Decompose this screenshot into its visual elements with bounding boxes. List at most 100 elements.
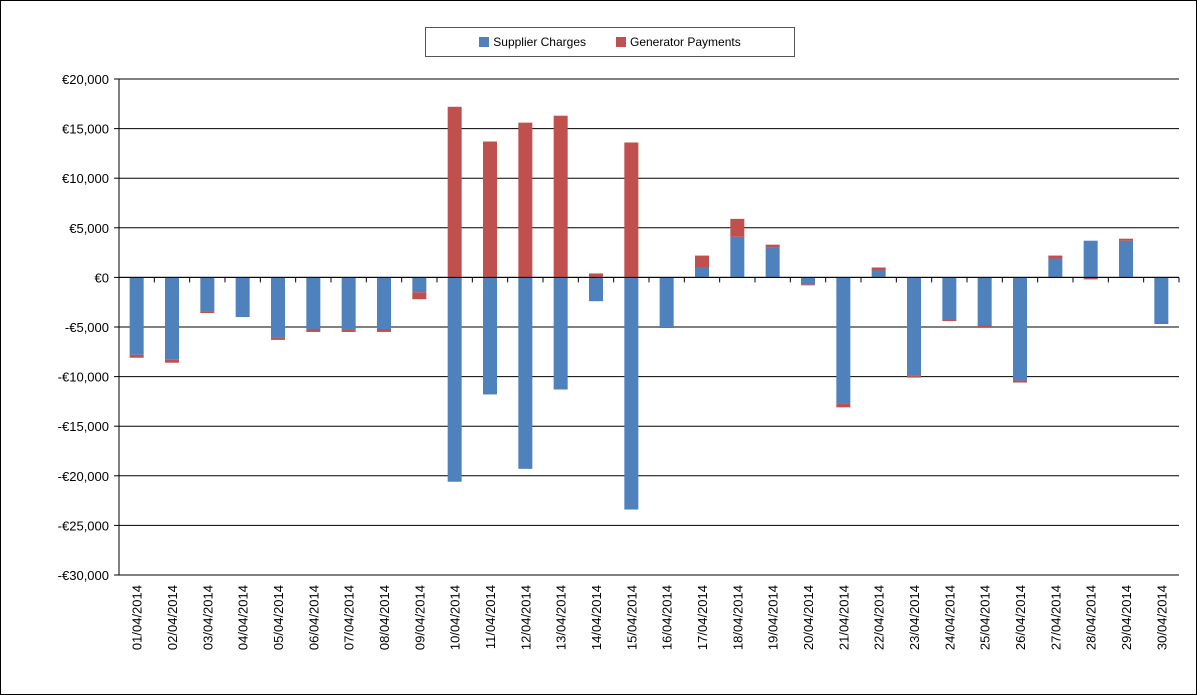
bar-supplier-charges-5 [271,277,285,338]
x-tick-label-4: 04/04/2014 [236,585,251,650]
x-tick-label-13: 13/04/2014 [554,585,569,650]
x-tick-label-11: 11/04/2014 [483,585,498,649]
bar-supplier-charges-13 [553,277,568,390]
x-tick-label-21: 21/04/2014 [836,585,851,650]
x-tick-label-25: 25/04/2014 [978,585,993,650]
y-tick-label-0: €20,000 [62,72,109,87]
bar-generator-payments-10 [447,106,462,278]
x-tick-label-20: 20/04/2014 [801,585,816,650]
y-tick-label-8: -€20,000 [58,469,109,484]
bar-supplier-charges-3 [200,277,215,312]
y-tick-label-5: -€5,000 [65,320,109,335]
bar-supplier-charges-23 [907,277,921,376]
bar-generator-payments-22 [871,267,886,271]
x-tick-label-22: 22/04/2014 [872,585,887,650]
legend-label-generator-payments: Generator Payments [630,35,741,49]
bar-supplier-charges-6 [306,277,321,329]
bar-generator-payments-29 [1119,238,1133,241]
bar-supplier-charges-12 [518,277,533,469]
bar-supplier-charges-16 [659,277,674,327]
x-tick-label-7: 07/04/2014 [342,585,357,650]
bar-generator-payments-15 [624,142,639,278]
x-tick-label-12: 12/04/2014 [518,585,533,650]
bar-supplier-charges-17 [695,267,709,278]
bar-supplier-charges-29 [1119,240,1133,278]
bar-generator-payments-7 [341,329,356,332]
chart-legend: Supplier Charges Generator Payments [425,27,795,57]
bar-supplier-charges-4 [235,277,250,318]
legend-swatch-supplier-charges [479,37,490,47]
x-tick-label-27: 27/04/2014 [1048,585,1063,650]
x-tick-label-24: 24/04/2014 [942,585,957,650]
bar-generator-payments-30 [1154,323,1169,325]
bar-supplier-charges-26 [1013,277,1027,381]
bar-supplier-charges-30 [1154,277,1169,324]
x-tick-label-14: 14/04/2014 [589,585,604,650]
legend-item-generator-payments: Generator Payments [616,35,741,49]
bar-generator-payments-5 [271,337,285,340]
y-tick-label-9: -€25,000 [58,518,109,533]
x-tick-label-9: 09/04/2014 [412,585,427,650]
y-tick-label-6: -€10,000 [58,370,109,385]
bar-supplier-charges-19 [765,247,780,278]
y-tick-label-7: -€15,000 [58,419,109,434]
bar-supplier-charges-7 [341,277,356,330]
y-tick-label-3: €5,000 [69,221,109,236]
bar-generator-payments-17 [695,255,709,268]
bar-supplier-charges-20 [801,277,815,285]
x-tick-label-8: 08/04/2014 [377,585,392,650]
bar-supplier-charges-2 [165,277,179,360]
x-tick-label-6: 06/04/2014 [306,585,321,650]
bar-generator-payments-14 [589,273,603,278]
bar-supplier-charges-10 [447,277,462,482]
x-tick-label-15: 15/04/2014 [624,585,639,650]
bar-supplier-charges-11 [483,277,497,395]
bar-supplier-charges-8 [377,277,391,329]
x-tick-label-30: 30/04/2014 [1154,585,1169,650]
bar-generator-payments-23 [907,375,921,378]
bar-generator-payments-8 [377,328,391,332]
bar-generator-payments-27 [1048,255,1063,259]
bar-generator-payments-18 [730,218,745,237]
bar-generator-payments-24 [942,319,957,322]
legend-item-supplier-charges: Supplier Charges [479,35,586,49]
bar-generator-payments-19 [765,244,780,248]
bar-generator-payments-21 [836,403,851,408]
x-tick-label-26: 26/04/2014 [1013,585,1028,650]
bar-generator-payments-9 [412,292,427,300]
y-tick-label-1: €15,000 [62,122,109,137]
bar-generator-payments-20 [801,284,815,286]
bar-supplier-charges-18 [730,236,745,278]
bar-supplier-charges-21 [836,277,851,404]
bar-supplier-charges-28 [1083,240,1098,278]
bar-generator-payments-6 [306,328,321,332]
bar-generator-payments-12 [518,122,533,278]
bar-generator-payments-3 [200,311,215,314]
x-tick-label-3: 03/04/2014 [200,585,215,650]
bar-generator-payments-28 [1083,277,1098,280]
x-tick-label-1: 01/04/2014 [130,585,145,650]
y-tick-label-4: €0 [95,270,109,285]
bar-supplier-charges-14 [589,277,603,302]
x-tick-label-18: 18/04/2014 [730,585,745,650]
x-tick-label-5: 05/04/2014 [271,585,286,650]
y-tick-label-10: -€30,000 [58,568,109,583]
bar-generator-payments-2 [165,359,179,363]
x-tick-label-16: 16/04/2014 [660,585,675,650]
bar-supplier-charges-27 [1048,258,1063,278]
bar-generator-payments-16 [659,327,674,328]
bar-supplier-charges-9 [412,277,427,293]
bar-supplier-charges-25 [977,277,992,326]
bar-supplier-charges-24 [942,277,957,320]
bar-supplier-charges-1 [129,277,144,355]
y-tick-label-2: €10,000 [62,171,109,186]
bar-supplier-charges-15 [624,277,639,510]
bar-generator-payments-25 [977,325,992,327]
x-tick-label-2: 02/04/2014 [165,585,180,650]
x-tick-label-28: 28/04/2014 [1084,585,1099,650]
x-tick-label-17: 17/04/2014 [695,585,710,650]
legend-label-supplier-charges: Supplier Charges [493,35,586,49]
bar-supplier-charges-22 [871,270,886,278]
x-tick-label-23: 23/04/2014 [907,585,922,650]
